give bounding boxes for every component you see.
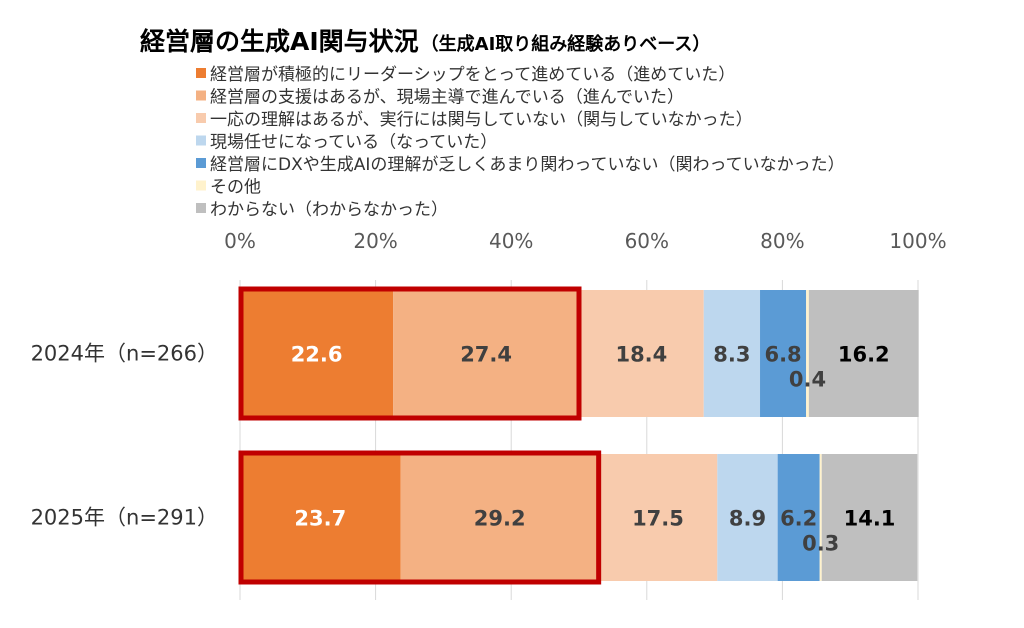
bars xyxy=(240,290,919,581)
bar-segment xyxy=(240,290,394,417)
x-tick-label: 100% xyxy=(889,229,946,253)
bar-segment xyxy=(821,454,918,581)
highlight-boxes xyxy=(238,286,602,585)
legend-swatch xyxy=(196,180,206,191)
bar-segment xyxy=(393,290,579,417)
data-label: 18.4 xyxy=(615,343,667,367)
bar-segment xyxy=(777,454,820,581)
legend-label: わからない（わからなかった） xyxy=(210,200,448,220)
chart-subtitle: （生成AI取り組み経験ありベース） xyxy=(421,33,711,55)
legend-swatch xyxy=(196,203,206,213)
x-tick-label: 60% xyxy=(625,229,669,253)
bar-segment xyxy=(819,454,822,581)
data-label: 29.2 xyxy=(474,507,526,531)
data-label: 8.9 xyxy=(729,507,766,531)
bar-segment xyxy=(579,290,704,417)
category-label: 2024年（n=266） xyxy=(31,342,218,366)
x-tick-label: 40% xyxy=(489,229,533,253)
data-label: 6.8 xyxy=(764,343,801,367)
data-label: 8.3 xyxy=(713,343,750,367)
bar-segment xyxy=(400,454,599,581)
value-labels: 22.6 27.4 18.4 8.3 6.80.4 16.2 23.7 29.2 17.5 8.9… xyxy=(291,343,896,556)
bar-segment xyxy=(703,290,761,417)
bar-segment xyxy=(806,290,809,417)
legend-swatch xyxy=(196,135,206,146)
chart-title: 経営層の生成AI関与状況 （生成AI取り組み経験ありベース） xyxy=(140,27,710,56)
data-label: 27.4 xyxy=(460,343,512,367)
data-label: 16.2 xyxy=(838,343,890,367)
bar-segment xyxy=(717,454,778,581)
x-tick-label: 20% xyxy=(353,229,397,253)
legend-label: その他 xyxy=(210,178,261,198)
data-label: 6.2 xyxy=(780,507,817,531)
legend: 経営層が積極的にリーダーシップをとって進めている（進めていた） 経営層の支援はある… xyxy=(196,65,845,220)
bar-segment xyxy=(240,454,401,581)
legend-label: 経営層が積極的にリーダーシップをとって進めている（進めていた） xyxy=(210,65,735,85)
legend-swatch xyxy=(196,113,206,123)
bar-segment xyxy=(598,454,718,581)
highlight-box xyxy=(238,286,582,421)
data-label: 17.5 xyxy=(632,507,684,531)
legend-label: 経営層にDXや生成AIの理解が乏しくあまり関わっていない（関わっていなかった） xyxy=(210,155,845,175)
x-tick-label: 80% xyxy=(760,229,804,253)
category-label: 2025年（n=291） xyxy=(31,506,218,530)
legend-swatch xyxy=(196,68,206,78)
x-tick-label: 0% xyxy=(224,229,256,253)
data-label: 23.7 xyxy=(294,507,346,531)
legend-swatch xyxy=(196,90,206,101)
x-axis-ticks: 0% 20% 40% 60% 80% 100% xyxy=(224,229,946,253)
legend-label: 一応の理解はあるが、実行には関与していない（関与していなかった） xyxy=(210,110,753,130)
data-label: 0.3 xyxy=(802,532,839,556)
data-label: 0.4 xyxy=(789,368,826,392)
data-label: 22.6 xyxy=(291,343,343,367)
highlight-box xyxy=(238,450,602,585)
bar-segment xyxy=(808,290,919,417)
data-label: 14.1 xyxy=(844,507,896,531)
bar-segment xyxy=(760,290,807,417)
legend-label: 経営層の支援はあるが、現場主導で進んでいる（進んでいた） xyxy=(210,88,684,108)
chart-title-main: 経営層の生成AI関与状況 xyxy=(140,27,419,56)
legend-label: 現場任せになっている（なっていた） xyxy=(210,133,497,153)
legend-swatch xyxy=(196,158,206,168)
category-labels: 2024年（n=266） 2025年（n=291） xyxy=(31,342,218,530)
